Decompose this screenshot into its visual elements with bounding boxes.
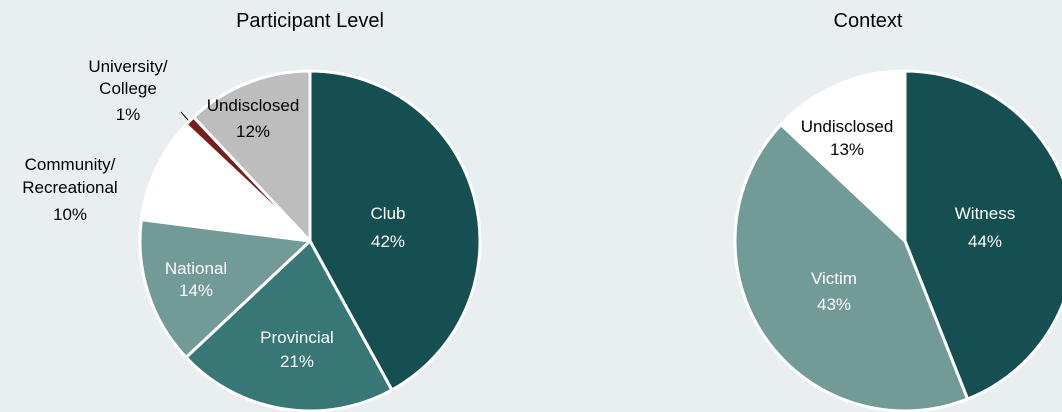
participant-level-provincial-label: Provincial — [260, 328, 334, 347]
context-witness-percent-label: 44% — [968, 232, 1002, 251]
context-undisclosed-percent-label: 13% — [830, 140, 864, 159]
participant-level-slice-community-recreational — [139, 123, 312, 243]
context-slice-undisclosed — [779, 69, 907, 243]
participant-level-slice-national — [138, 218, 312, 359]
participant-level-community-recreational-percent-label: 10% — [53, 205, 87, 224]
participant-level-national-label: National — [165, 259, 227, 278]
participant-level-slice-undisclosed — [192, 69, 312, 243]
context-title: Context — [833, 10, 903, 32]
participant-level-national-percent-label: 14% — [179, 281, 213, 300]
participant-level-provincial-percent-label: 21% — [280, 352, 314, 371]
context-witness-label: Witness — [955, 204, 1015, 223]
context-victim-label: Victim — [811, 269, 857, 288]
participant-level-undisclosed-percent-label: 12% — [236, 122, 270, 141]
participant-level-club-label: Club — [371, 204, 406, 223]
context-slice-victim — [733, 123, 970, 412]
participant-level-club-percent-label: 42% — [371, 232, 405, 251]
participant-level-slice-club — [308, 69, 482, 392]
participant-level-community-recreational-label: Community/ — [25, 155, 116, 174]
context-victim-percent-label: 43% — [817, 295, 851, 314]
participant-level-title: Participant Level — [236, 10, 384, 32]
context-undisclosed-label: Undisclosed — [801, 117, 894, 136]
participant-level-community-recreational-label: Recreational — [22, 178, 117, 197]
participant-level-undisclosed-label: Undisclosed — [207, 96, 300, 115]
participant-level-university-college-label: College — [99, 79, 157, 98]
participant-level-slice-provincial — [184, 239, 394, 412]
participant-level-university-college-label: University/ — [88, 57, 168, 76]
context-slice-witness — [903, 69, 1062, 401]
participant-level-university-college-percent-label: 1% — [116, 105, 141, 124]
participant-level-leader-line — [180, 111, 189, 121]
